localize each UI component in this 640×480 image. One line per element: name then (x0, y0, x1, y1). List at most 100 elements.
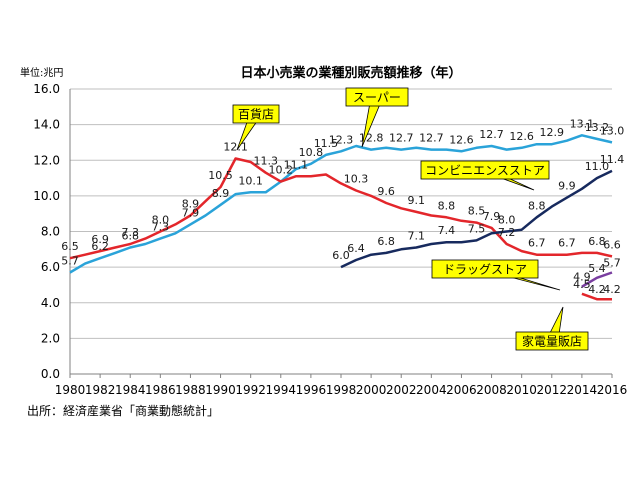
data-label: 9.9 (558, 180, 576, 193)
y-tick-label: 0.0 (41, 367, 60, 381)
data-label: 4.2 (603, 283, 621, 296)
unit-label: 単位:兆円 (20, 66, 63, 79)
data-label: 8.8 (528, 199, 546, 212)
data-label: 9.6 (377, 185, 395, 198)
x-tick-label: 2002 (386, 383, 417, 397)
data-label: 6.6 (603, 238, 621, 251)
data-label: 6.8 (121, 230, 139, 243)
series-lines (69, 134, 613, 301)
x-tick-label: 2010 (506, 383, 537, 397)
data-label: 12.3 (329, 133, 354, 146)
data-label: 7.9 (182, 206, 200, 219)
source-note: 出所：経済産業省「商業動態統計」 (27, 403, 219, 418)
data-label: 11.0 (585, 160, 610, 173)
series-line-1 (69, 157, 613, 260)
data-label: 4.5 (573, 278, 591, 291)
data-label: 12.7 (389, 132, 414, 145)
data-label: 6.2 (91, 240, 109, 253)
y-tick-label: 4.0 (41, 296, 60, 310)
data-label: 6.7 (558, 237, 576, 250)
x-tick-label: 1984 (115, 383, 146, 397)
data-label: 13.1 (570, 117, 595, 130)
callout-box (420, 160, 550, 180)
x-tick-label: 2016 (597, 383, 628, 397)
x-tick-label: 1994 (266, 383, 297, 397)
callout-box (232, 104, 280, 124)
y-tick-label: 2.0 (41, 331, 60, 345)
x-tick-label: 2006 (446, 383, 477, 397)
data-label: 10.2 (269, 164, 294, 177)
data-label: 11.4 (600, 153, 625, 166)
callout-label: コンビニエンスストア (425, 164, 545, 178)
x-tick-label: 2014 (567, 383, 598, 397)
data-label: 7.9 (483, 210, 501, 223)
data-label: 10.5 (208, 169, 233, 182)
chart-title: 日本小売業の業種別販売額推移（年） (240, 65, 461, 81)
data-label: 4.2 (588, 283, 606, 296)
data-label: 11.5 (314, 137, 339, 150)
data-label: 8.0 (152, 214, 170, 227)
x-tick-label: 1980 (55, 383, 86, 397)
data-label: 13.0 (600, 124, 625, 137)
data-label: 7.1 (408, 230, 426, 243)
data-label: 5.7 (603, 256, 621, 269)
data-label: 8.9 (182, 197, 200, 210)
data-label: 9.1 (408, 194, 426, 207)
data-label: 6.4 (347, 242, 365, 255)
data-label: 6.7 (528, 237, 546, 250)
series-line-4 (581, 292, 612, 301)
data-label: 12.6 (509, 130, 534, 143)
x-tick-label: 2004 (416, 383, 447, 397)
x-tick-label: 1998 (326, 383, 357, 397)
x-tick-label: 1988 (175, 383, 206, 397)
callout-label: ドラッグストア (443, 263, 527, 277)
y-tick-label: 8.0 (41, 225, 60, 239)
x-tick-label: 1996 (296, 383, 327, 397)
callout-box (431, 259, 539, 279)
data-label: 4.9 (573, 271, 591, 284)
x-tick-label: 2008 (476, 383, 507, 397)
x-tick-label: 1982 (85, 383, 116, 397)
data-label: 12.7 (479, 128, 504, 141)
callout-box (515, 331, 589, 351)
callout-box (345, 87, 409, 107)
data-label: 10.3 (344, 173, 369, 186)
data-label: 13.2 (585, 121, 610, 134)
x-tick-label: 1992 (235, 383, 266, 397)
data-label: 5.4 (588, 262, 606, 275)
data-label: 8.0 (498, 214, 516, 227)
y-tick-label: 10.0 (33, 189, 60, 203)
data-label: 5.7 (61, 254, 79, 267)
data-label: 6.8 (588, 235, 606, 248)
callout-label: スーパー (353, 91, 401, 105)
x-tick-label: 1986 (145, 383, 176, 397)
data-label: 6.0 (332, 249, 350, 262)
data-label: 6.5 (61, 240, 79, 253)
callout-label: 百貨店 (238, 107, 274, 122)
x-tick-label: 1990 (205, 383, 236, 397)
series-line-3 (581, 271, 613, 288)
data-label: 6.8 (377, 235, 395, 248)
series-line-0 (69, 134, 613, 274)
data-label: 8.9 (212, 187, 230, 200)
data-label: 12.9 (540, 126, 565, 139)
data-label: 7.4 (438, 224, 456, 237)
data-label: 8.8 (438, 199, 456, 212)
y-tick-label: 12.0 (33, 153, 60, 167)
y-tick-label: 16.0 (33, 82, 60, 96)
y-tick-label: 14.0 (33, 118, 60, 132)
data-label: 12.6 (449, 133, 474, 146)
data-label: 10.1 (238, 174, 263, 187)
data-label: 10.8 (299, 146, 324, 159)
x-tick-label: 2000 (356, 383, 387, 397)
data-label: 7.3 (121, 226, 139, 239)
callout-label: 家電量販店 (522, 334, 582, 349)
data-labels: 5.76.26.87.37.98.910.110.210.811.512.3 12… (61, 117, 624, 296)
data-label: 8.5 (468, 205, 486, 218)
data-label: 7.5 (468, 222, 486, 235)
data-label: 6.9 (91, 233, 109, 246)
data-label: 12.1 (223, 140, 248, 153)
